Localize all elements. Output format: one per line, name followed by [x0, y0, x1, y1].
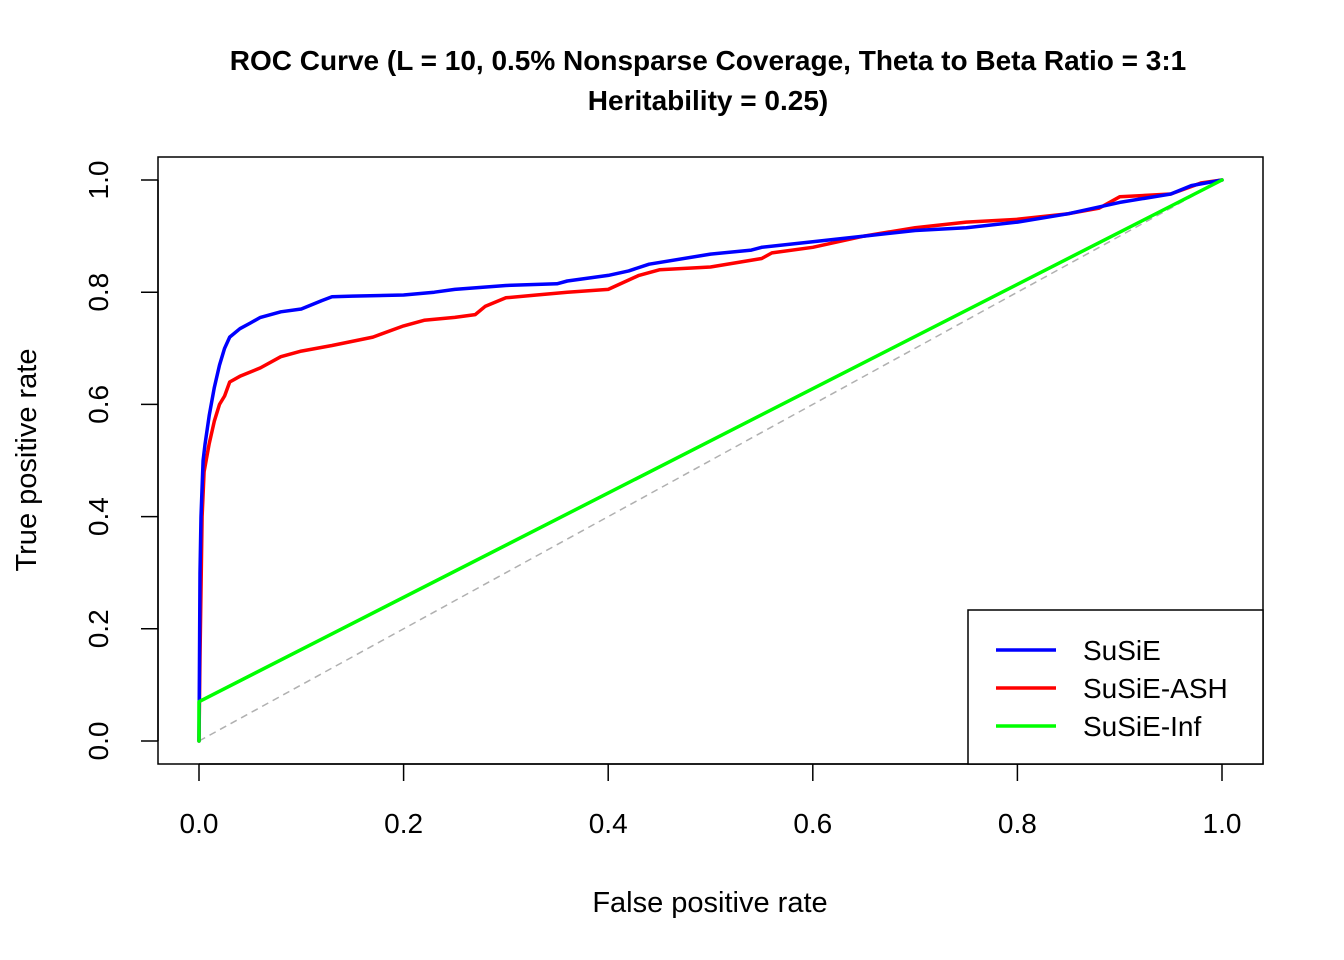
- x-tick-label: 0.6: [793, 808, 832, 839]
- y-tick-label: 0.4: [83, 497, 114, 536]
- chart-title-line1: ROC Curve (L = 10, 0.5% Nonsparse Covera…: [230, 45, 1186, 76]
- y-tick-label: 1.0: [83, 161, 114, 200]
- plot-lines: [197, 178, 1224, 743]
- series-line-susie-inf: [197, 178, 1224, 743]
- y-tick-label: 0.8: [83, 273, 114, 312]
- y-tick-label: 0.6: [83, 385, 114, 424]
- series-line-susie-ash: [197, 178, 1224, 743]
- x-tick-label: 1.0: [1203, 808, 1242, 839]
- legend-label: SuSiE: [1083, 635, 1161, 666]
- x-tick-label: 0.2: [384, 808, 423, 839]
- x-axis-title: False positive rate: [592, 887, 827, 919]
- series-line-susie: [197, 178, 1224, 743]
- y-tick-label: 0.2: [83, 609, 114, 648]
- x-tick-label: 0.8: [998, 808, 1037, 839]
- x-tick-label: 0.0: [180, 808, 219, 839]
- y-tick-label: 0.0: [83, 722, 114, 761]
- legend-label: SuSiE-ASH: [1083, 673, 1228, 704]
- y-axis: 0.0 0.2 0.4 0.6 0.8 1.0: [83, 161, 159, 761]
- chart-title-line2: Heritability = 0.25): [588, 85, 828, 116]
- y-axis-title: True positive rate: [11, 349, 43, 572]
- x-axis: 0.0 0.2 0.4 0.6 0.8 1.0: [180, 763, 1242, 839]
- legend-label: SuSiE-Inf: [1083, 711, 1201, 742]
- x-tick-label: 0.4: [589, 808, 628, 839]
- diagonal-reference-line: [198, 179, 1223, 742]
- legend: SuSiE SuSiE-ASH SuSiE-Inf: [967, 609, 1264, 765]
